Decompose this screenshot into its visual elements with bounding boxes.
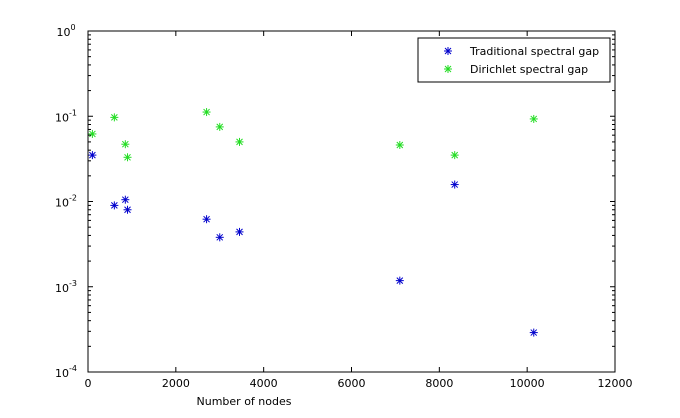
legend-label: Dirichlet spectral gap (470, 63, 588, 76)
data-point-series-2 (215, 122, 224, 131)
y-tick-label: 100 (56, 23, 75, 39)
data-point-series-1 (202, 215, 211, 224)
x-tick-label: 4000 (250, 377, 278, 390)
data-point-series-1 (121, 195, 130, 204)
y-tick-label-exponent: -1 (69, 108, 77, 117)
y-tick-label-base: 10 (55, 367, 69, 380)
y-tick-label-exponent: -2 (69, 194, 77, 203)
y-tick-label-base: 10 (55, 282, 69, 295)
x-axis-label: Number of nodes (197, 395, 292, 408)
x-tick-label: 6000 (338, 377, 366, 390)
y-tick-label-exponent: 0 (70, 23, 75, 32)
data-point-series-2 (110, 113, 119, 122)
x-tick-label: 0 (85, 377, 92, 390)
x-tick-label: 8000 (425, 377, 453, 390)
data-point-series-2 (395, 140, 404, 149)
data-point-series-2 (235, 137, 244, 146)
plot-frame (87, 30, 616, 373)
y-tick-label: 10-3 (55, 279, 77, 295)
y-tick-label-exponent: -3 (69, 279, 77, 288)
y-tick-label-base: 10 (55, 111, 69, 124)
data-point-series-1 (395, 276, 404, 285)
x-tick-label: 10000 (510, 377, 545, 390)
data-point-series-1 (450, 180, 459, 189)
axis-ticks: 0 2000 4000 6000 8000 10000 1200010010-110-210… (55, 23, 632, 390)
y-tick-label-base: 10 (55, 197, 69, 210)
plot-area (87, 30, 616, 373)
legend-box (417, 37, 611, 83)
legend-marker-1 (444, 47, 452, 55)
data-point-series-1 (235, 227, 244, 236)
data-point-series-2 (123, 153, 132, 162)
data-point-series-1 (88, 151, 97, 160)
data-point-series-2 (450, 151, 459, 160)
data-point-series-1 (215, 233, 224, 242)
y-tick-label-base: 10 (56, 26, 70, 39)
data-point-series-1 (123, 205, 132, 214)
y-tick-label: 10-1 (55, 108, 77, 124)
x-tick-label: 2000 (162, 377, 190, 390)
data-point-series-1 (110, 201, 119, 210)
data-point-series-2 (202, 108, 211, 117)
data-point-series-2 (88, 129, 97, 138)
data-points (88, 108, 538, 337)
data-point-series-1 (529, 328, 538, 337)
y-tick-label-exponent: -4 (69, 364, 77, 373)
legend: Traditional spectral gap Dirichlet spectr… (417, 37, 611, 83)
data-point-series-2 (121, 140, 130, 149)
legend-label: Traditional spectral gap (469, 45, 599, 58)
x-tick-label: 12000 (598, 377, 633, 390)
legend-marker-2 (444, 65, 452, 73)
y-tick-label: 10-2 (55, 194, 77, 210)
y-tick-label: 10-4 (55, 364, 77, 380)
data-point-series-2 (529, 114, 538, 123)
